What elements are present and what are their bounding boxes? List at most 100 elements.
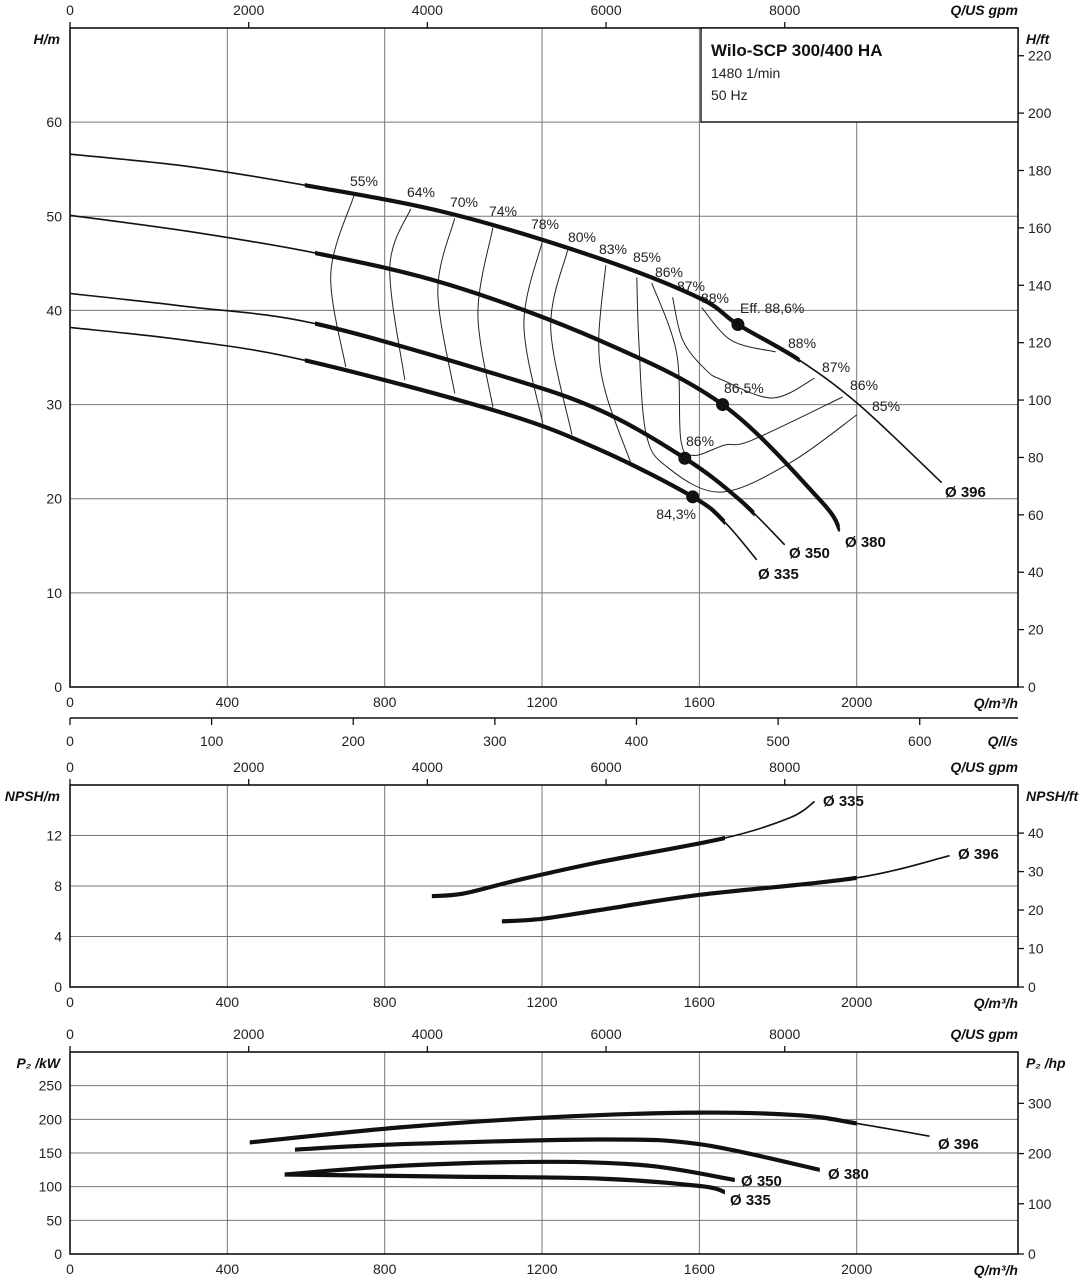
gpm-tick-label: 8000 <box>769 2 800 18</box>
m3h-tick-label: 400 <box>216 1261 240 1277</box>
curve-label: Ø 350 <box>741 1173 782 1190</box>
bep-label: 84,3% <box>656 506 696 522</box>
right-axis-title: H/ft <box>1026 31 1051 47</box>
curve-npsh <box>501 875 857 924</box>
efficiency-contour <box>672 297 815 399</box>
right-axis-title: NPSH/ft <box>1026 788 1079 804</box>
efficiency-contour <box>701 307 776 353</box>
y-tick-label: 0 <box>54 979 62 995</box>
gpm-tick-label: 0 <box>66 1026 74 1042</box>
right-axis-title: P₂ /hp <box>1026 1055 1066 1071</box>
ls-tick-label: 200 <box>342 733 366 749</box>
curve-label: Ø 350 <box>789 545 830 562</box>
efficiency-label-end: 87% <box>822 359 850 375</box>
y-axis-title: P₂ /kW <box>17 1055 62 1071</box>
right-tick-label: 20 <box>1028 622 1044 638</box>
gpm-tick-label: 4000 <box>412 759 443 775</box>
info-box: Wilo-SCP 300/400 HA 1480 1/min 50 Hz <box>700 27 1019 123</box>
y-tick-label: 50 <box>46 208 62 224</box>
gpm-axis-title: Q/US gpm <box>950 2 1018 18</box>
m3h-tick-label: 2000 <box>841 994 872 1010</box>
m3h-tick-label: 800 <box>373 994 397 1010</box>
m3h-tick-label: 2000 <box>841 694 872 710</box>
plot-frame <box>69 27 1019 688</box>
efficiency-contour <box>636 277 857 493</box>
curve-label: Ø 335 <box>758 566 799 583</box>
bep-marker <box>716 398 730 412</box>
m3h-tick-label: 1200 <box>526 1261 557 1277</box>
y-tick-label: 200 <box>39 1111 63 1127</box>
efficiency-contour <box>330 195 355 367</box>
ls-tick-label: 0 <box>66 733 74 749</box>
bep-marker <box>678 451 692 465</box>
efficiency-label-end: 85% <box>872 398 900 414</box>
curve-npsh <box>431 835 725 899</box>
m3h-tick-label: 1600 <box>684 694 715 710</box>
right-tick-label: 10 <box>1028 941 1044 957</box>
efficiency-label: 64% <box>407 184 435 200</box>
right-tick-label: 0 <box>1028 979 1036 995</box>
curve-thin-npsh <box>501 854 950 923</box>
m3h-tick-label: 0 <box>66 994 74 1010</box>
gpm-tick-label: 8000 <box>769 759 800 775</box>
info-box-frequency: 50 Hz <box>711 87 748 103</box>
efficiency-label-end: 86% <box>850 377 878 393</box>
right-tick-label: 100 <box>1028 1196 1052 1212</box>
right-tick-label: 20 <box>1028 902 1044 918</box>
curve-power <box>249 1110 857 1145</box>
curve-power <box>284 1159 735 1182</box>
efficiency-label: 86% <box>655 264 683 280</box>
curve-label: Ø 380 <box>845 534 886 551</box>
efficiency-label: 88% <box>701 290 729 306</box>
efficiency-contour <box>651 282 843 456</box>
y-tick-label: 0 <box>54 1246 62 1262</box>
gpm-tick-label: 4000 <box>412 1026 443 1042</box>
m3h-tick-label: 400 <box>216 694 240 710</box>
bep-marker <box>731 318 745 332</box>
bep-label: 86% <box>686 433 714 449</box>
m3h-tick-label: 1600 <box>684 994 715 1010</box>
right-tick-label: 0 <box>1028 679 1036 695</box>
efficiency-label: 83% <box>599 241 627 257</box>
m3h-axis-title: Q/m³/h <box>974 1262 1018 1278</box>
y-tick-label: 4 <box>54 929 62 945</box>
efficiency-label: 80% <box>568 229 596 245</box>
right-tick-label: 0 <box>1028 1246 1036 1262</box>
gpm-tick-label: 2000 <box>233 1026 264 1042</box>
y-tick-label: 40 <box>46 302 62 318</box>
efficiency-label: 55% <box>350 173 378 189</box>
right-tick-label: 120 <box>1028 335 1052 351</box>
ls-tick-label: 600 <box>908 733 932 749</box>
right-tick-label: 200 <box>1028 105 1052 121</box>
curve-head <box>315 321 755 517</box>
bep-label: 86,5% <box>724 380 764 396</box>
ls-tick-label: 500 <box>766 733 790 749</box>
curve-thin-head <box>69 214 841 531</box>
right-tick-label: 140 <box>1028 277 1052 293</box>
efficiency-contour <box>437 218 456 394</box>
y-axis-title: H/m <box>34 31 60 47</box>
m3h-tick-label: 1600 <box>684 1261 715 1277</box>
efficiency-label-end: 88% <box>788 335 816 351</box>
gpm-tick-label: 6000 <box>590 2 621 18</box>
curve-label: Ø 335 <box>823 793 864 810</box>
y-tick-label: 150 <box>39 1145 63 1161</box>
bep-marker <box>686 490 700 504</box>
m3h-tick-label: 1200 <box>526 694 557 710</box>
right-tick-label: 300 <box>1028 1095 1052 1111</box>
m3h-tick-label: 800 <box>373 694 397 710</box>
right-tick-label: 200 <box>1028 1146 1052 1162</box>
curve-head <box>304 183 800 363</box>
gpm-tick-label: 2000 <box>233 759 264 775</box>
efficiency-label: 85% <box>633 249 661 265</box>
right-tick-label: 80 <box>1028 449 1044 465</box>
efficiency-label: 78% <box>531 216 559 232</box>
gpm-tick-label: 8000 <box>769 1026 800 1042</box>
bep-label: Eff. 88,6% <box>740 300 804 316</box>
curve-head <box>315 250 840 532</box>
m3h-tick-label: 800 <box>373 1261 397 1277</box>
y-tick-label: 50 <box>46 1212 62 1228</box>
efficiency-contour <box>523 239 544 424</box>
curve-label: Ø 396 <box>938 1136 979 1153</box>
gpm-tick-label: 0 <box>66 2 74 18</box>
